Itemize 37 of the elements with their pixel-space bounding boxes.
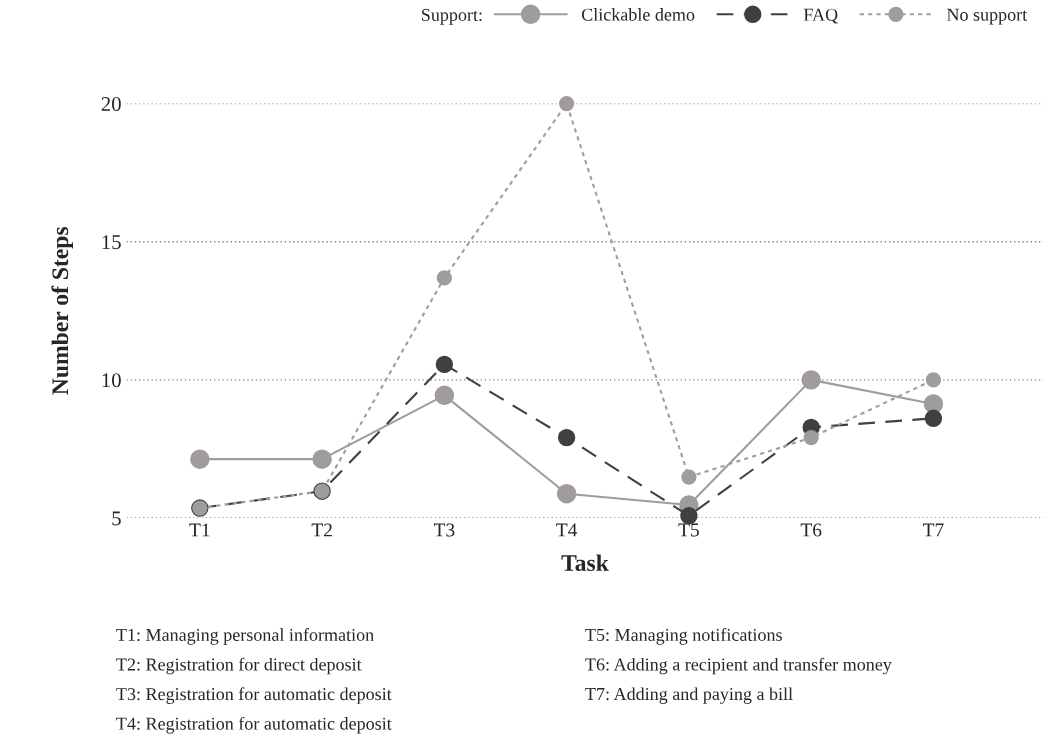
y-axis-title: Number of Steps: [51, 226, 74, 395]
point: [924, 409, 943, 427]
text: T7: Adding and paying a bill: [585, 687, 793, 704]
point: [190, 449, 210, 469]
point: [681, 469, 697, 485]
x-tick-label: T1: [189, 523, 210, 537]
x-tick-label: T7: [922, 523, 944, 537]
x-tick-label: T3: [433, 523, 455, 537]
x-tick-label: T5: [678, 523, 699, 537]
text: T4: Registration for automatic deposit: [116, 716, 392, 734]
text: T1: Managing personal information: [116, 628, 374, 645]
legend-label: Clickable demo: [581, 8, 695, 21]
legend-label: FAQ: [803, 8, 838, 24]
text: T3: Registration for automatic deposit: [116, 687, 392, 704]
point: [557, 428, 576, 447]
point: [925, 372, 942, 388]
point: [556, 483, 577, 504]
point: [312, 449, 332, 469]
point: [558, 95, 575, 112]
point: [435, 355, 454, 374]
point: [436, 270, 453, 286]
y-tick-label: 20: [101, 96, 121, 112]
point: [803, 429, 819, 446]
legend-title: Support:: [422, 8, 482, 25]
legend-label: No support: [946, 8, 1028, 25]
point: [801, 370, 821, 390]
x-tick-label: T6: [800, 523, 822, 537]
text: T6: Adding a recipient and transfer money: [585, 657, 892, 675]
y-tick-label: 5: [112, 511, 121, 526]
x-tick-label: T2: [311, 523, 332, 537]
text: T5: Managing notifications: [585, 628, 782, 645]
point: [434, 385, 455, 406]
text: T2: Registration for direct deposit: [116, 657, 362, 675]
y-tick-label: 15: [102, 235, 121, 250]
x-tick-label: T4: [556, 523, 578, 537]
y-tick-label: 10: [102, 373, 121, 388]
x-axis-title: Task: [561, 554, 609, 571]
